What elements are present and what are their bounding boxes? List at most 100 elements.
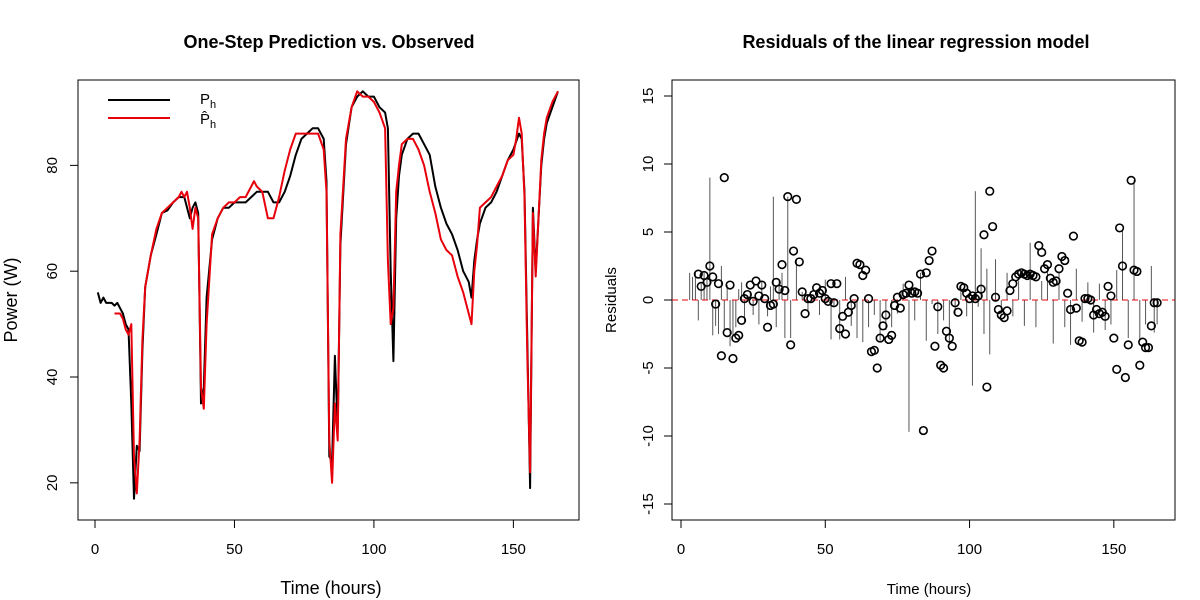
residual-point xyxy=(722,328,732,338)
residual-point xyxy=(895,303,905,313)
residual-point xyxy=(1031,272,1041,282)
residual-point xyxy=(1068,231,1079,241)
residual-point xyxy=(829,298,839,308)
chart-right-x-axis-label: Time (hours) xyxy=(887,581,971,598)
residual-point xyxy=(1037,247,1047,257)
y-tick-label: -5 xyxy=(640,361,657,374)
residual-point xyxy=(901,288,911,298)
residual-point xyxy=(947,341,957,351)
residual-point xyxy=(1080,294,1090,304)
residual-point xyxy=(762,322,773,332)
residual-point xyxy=(835,323,845,334)
chart-right-y-axis: -15 -10 -5 0 5 10 15 xyxy=(640,88,673,515)
residual-point xyxy=(1146,321,1156,331)
series-line-p-hat-h xyxy=(114,90,559,495)
legend-label-p-h: Ph xyxy=(200,91,216,111)
residual-point xyxy=(938,363,949,373)
residual-point xyxy=(1120,372,1130,383)
legend-label-p-h-main: P xyxy=(200,91,210,108)
residual-point xyxy=(1132,266,1142,277)
residual-point xyxy=(953,307,963,317)
residual-point xyxy=(1140,343,1151,353)
chart-left-x-axis-label: Time (hours) xyxy=(280,578,381,598)
residual-point xyxy=(849,294,859,304)
chart-right-title: Residuals of the linear regression model xyxy=(742,32,1089,52)
residual-point xyxy=(757,280,767,290)
legend-label-p-hat-h: P̂h xyxy=(200,111,216,131)
residual-point xyxy=(719,173,729,183)
residual-point xyxy=(783,192,793,202)
chart-left-y-axis-label: Power (W) xyxy=(1,258,21,343)
residual-point xyxy=(875,333,885,343)
chart-right-spikes-group xyxy=(689,177,1158,432)
residual-point xyxy=(1077,337,1087,347)
residual-point xyxy=(990,292,1001,302)
residual-point xyxy=(711,299,721,309)
residual-point xyxy=(1071,303,1081,313)
residual-point xyxy=(988,221,998,232)
residual-point xyxy=(1126,175,1136,185)
residual-point xyxy=(1086,295,1096,305)
residual-point xyxy=(979,230,989,240)
x-tick-label: 100 xyxy=(957,541,982,558)
residual-point xyxy=(734,330,744,340)
residual-point xyxy=(725,280,735,290)
residual-point xyxy=(1152,298,1162,308)
y-tick-label: 20 xyxy=(44,474,61,491)
residual-point xyxy=(736,315,747,326)
residual-point xyxy=(1103,281,1113,292)
y-tick-label: 0 xyxy=(640,296,657,304)
residual-point xyxy=(716,351,726,361)
residual-point xyxy=(800,309,810,319)
residual-point xyxy=(794,257,804,267)
residual-point xyxy=(855,260,865,270)
legend-label-p-hat-h-sub: h xyxy=(210,119,216,131)
residual-point xyxy=(1143,343,1154,353)
residual-point xyxy=(788,246,799,256)
residual-point xyxy=(863,294,874,304)
residual-point xyxy=(826,279,836,289)
residual-point xyxy=(786,340,796,350)
residual-point xyxy=(861,265,871,275)
x-tick-label: 100 xyxy=(361,541,386,558)
residual-point xyxy=(780,285,790,296)
residual-point xyxy=(728,353,738,364)
residual-point xyxy=(944,333,954,343)
residual-point xyxy=(1117,261,1128,271)
residual-point xyxy=(1002,306,1012,316)
residual-point xyxy=(748,296,758,306)
chart-right-y-axis-label: Residuals xyxy=(603,267,620,333)
y-tick-label: -10 xyxy=(640,425,657,447)
residual-point xyxy=(791,194,802,204)
residual-point xyxy=(1060,255,1070,266)
residual-point xyxy=(1100,311,1110,321)
residual-point xyxy=(933,302,943,312)
residual-point xyxy=(915,269,926,279)
y-tick-label: 10 xyxy=(640,156,657,173)
y-tick-label: 5 xyxy=(640,228,657,236)
residual-point xyxy=(713,279,724,289)
residual-point xyxy=(918,425,928,436)
residual-point xyxy=(1115,223,1125,233)
x-tick-label: 150 xyxy=(1101,541,1126,558)
residual-point xyxy=(817,285,827,296)
residual-point xyxy=(976,284,986,294)
residual-point xyxy=(1065,304,1076,315)
residual-point xyxy=(1135,360,1145,370)
residual-point xyxy=(927,246,937,256)
x-tick-label: 0 xyxy=(91,541,99,558)
chart-left-title: One-Step Prediction vs. Observed xyxy=(183,32,474,52)
y-tick-label: 40 xyxy=(44,369,61,386)
residual-point xyxy=(832,279,842,289)
y-tick-label: -15 xyxy=(640,493,657,515)
legend-label-p-h-sub: h xyxy=(210,99,216,111)
chart-left-series-group xyxy=(96,90,559,500)
residual-point xyxy=(1149,298,1159,308)
residual-point xyxy=(950,298,960,308)
residual-point xyxy=(869,345,879,355)
chart-left-legend: Ph P̂h xyxy=(108,91,216,131)
y-tick-label: 80 xyxy=(44,157,61,174)
residual-point xyxy=(1109,333,1119,343)
x-tick-label: 0 xyxy=(677,541,685,558)
residual-point xyxy=(921,268,931,278)
